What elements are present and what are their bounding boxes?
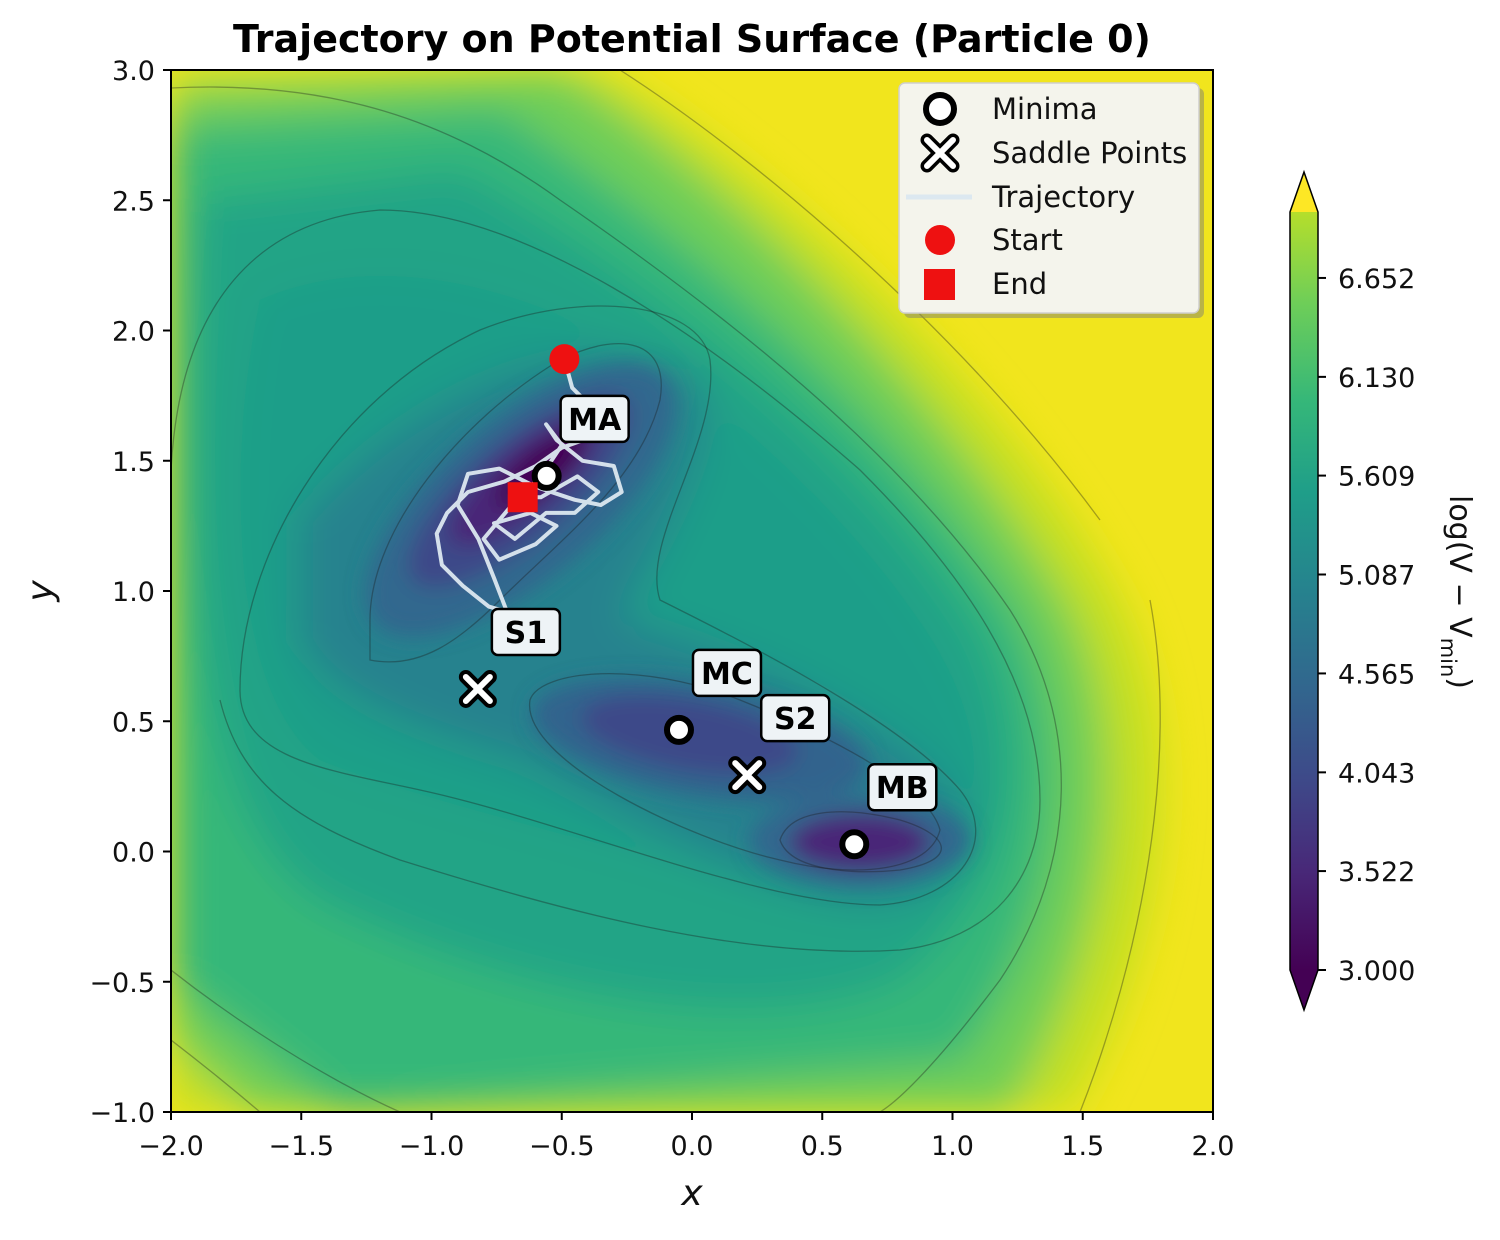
colorbar-tick-label: 6.130 bbox=[1338, 363, 1415, 394]
legend-label-end: End bbox=[992, 267, 1047, 301]
y-tick-label: 0.0 bbox=[112, 838, 155, 869]
minimum-marker bbox=[663, 714, 694, 745]
x-axis-ticks: −2.0 −1.5 −1.0 −0.5 0.0 0.5 1.0 1.5 2.0 bbox=[138, 1112, 1234, 1162]
legend-label-trajectory: Trajectory bbox=[991, 180, 1135, 214]
colorbar-extend-bottom bbox=[1290, 970, 1318, 1010]
point-annotation-mc: MC bbox=[691, 648, 763, 698]
contour-lines bbox=[171, 70, 1161, 1112]
legend-start-marker bbox=[925, 225, 955, 255]
legend-label-start: Start bbox=[992, 223, 1063, 257]
trajectory-line bbox=[434, 358, 624, 614]
annotation-label: MA bbox=[568, 403, 622, 438]
colorbar-label: log(V − Vmin) bbox=[1436, 495, 1477, 689]
x-tick-label: 2.0 bbox=[1192, 1131, 1235, 1162]
y-tick-label: 2.0 bbox=[112, 317, 155, 348]
x-tick-label: −1.5 bbox=[268, 1131, 334, 1162]
annotation-label: S2 bbox=[774, 702, 816, 737]
x-tick-label: 1.0 bbox=[931, 1131, 974, 1162]
colorbar-scale bbox=[1290, 212, 1318, 970]
chart-title: Trajectory on Potential Surface (Particl… bbox=[233, 17, 1151, 61]
point-annotation-s2: S2 bbox=[759, 693, 831, 743]
annotation-label: S1 bbox=[505, 616, 547, 651]
legend-label-saddle: Saddle Points bbox=[992, 136, 1187, 170]
y-tick-label: 3.0 bbox=[112, 56, 155, 87]
y-tick-label: −1.0 bbox=[89, 1098, 155, 1129]
legend-end-marker bbox=[924, 269, 955, 300]
legend-label-minima: Minima bbox=[992, 92, 1098, 126]
y-tick-label: 0.5 bbox=[112, 707, 155, 738]
legend-saddle-marker bbox=[920, 133, 960, 173]
legend-minima-marker bbox=[923, 92, 957, 126]
x-tick-label: 1.5 bbox=[1061, 1131, 1104, 1162]
legend: Minima Saddle Points Trajectory Start En… bbox=[898, 82, 1204, 318]
y-tick-label: 1.5 bbox=[112, 447, 155, 478]
minimum-marker bbox=[531, 460, 562, 491]
y-tick-label: −0.5 bbox=[89, 968, 155, 999]
x-axis-label: x bbox=[680, 1173, 703, 1214]
saddle-point-marker bbox=[458, 669, 497, 708]
colorbar-tick-label: 5.087 bbox=[1338, 561, 1415, 592]
colorbar-extend-top bbox=[1290, 172, 1318, 212]
colorbar-tick-label: 6.652 bbox=[1338, 264, 1415, 295]
point-annotation-ma: MA bbox=[559, 394, 630, 444]
x-tick-label: 0.5 bbox=[801, 1131, 844, 1162]
y-axis-label: y bbox=[20, 580, 61, 603]
minimum-marker bbox=[839, 829, 870, 860]
annotation-label: MB bbox=[876, 771, 929, 806]
x-tick-label: 0.0 bbox=[671, 1131, 714, 1162]
colorbar-tick-label: 3.522 bbox=[1338, 857, 1415, 888]
x-tick-label: −1.0 bbox=[399, 1131, 465, 1162]
saddle-point-marker bbox=[728, 756, 767, 795]
colorbar: 3.000 3.522 4.043 4.565 5.087 5.609 6.130 6.652… bbox=[1289, 169, 1477, 1013]
colorbar-tick-label: 3.000 bbox=[1338, 956, 1415, 987]
y-axis-ticks: −1.0 −0.5 0.0 0.5 1.0 1.5 2.0 2.5 3.0 bbox=[89, 56, 171, 1129]
colorbar-tick-label: 4.043 bbox=[1338, 758, 1415, 789]
x-tick-label: −2.0 bbox=[138, 1131, 204, 1162]
colorbar-tick-label: 4.565 bbox=[1338, 659, 1415, 690]
y-tick-label: 1.0 bbox=[112, 577, 155, 608]
point-annotation-mb: MB bbox=[867, 762, 938, 812]
x-tick-label: −0.5 bbox=[529, 1131, 595, 1162]
annotation-label: MC bbox=[701, 657, 753, 692]
y-tick-label: 2.5 bbox=[112, 186, 155, 217]
start-marker bbox=[549, 344, 580, 375]
colorbar-tick-label: 5.609 bbox=[1338, 462, 1415, 493]
data-layer bbox=[434, 344, 870, 860]
point-annotation-s1: S1 bbox=[490, 607, 562, 657]
end-marker bbox=[507, 482, 538, 513]
